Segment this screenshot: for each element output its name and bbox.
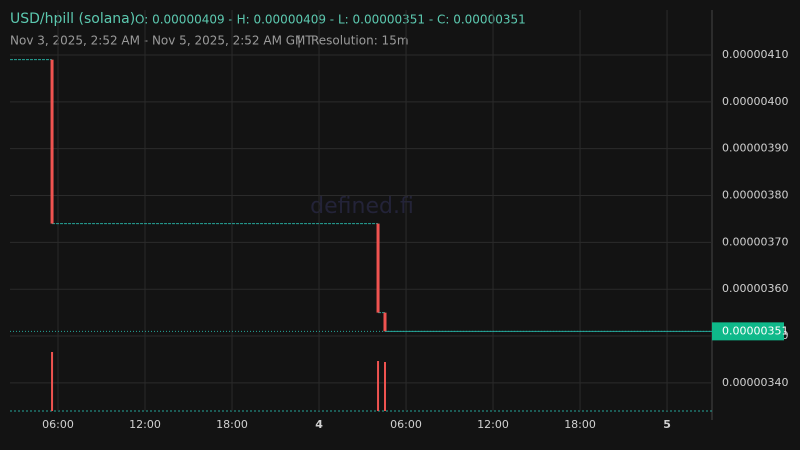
x-tick-label: 06:00 [42, 418, 74, 431]
x-tick-label: 4 [315, 418, 323, 431]
volume-bar [51, 352, 54, 411]
x-tick-label: 12:00 [129, 418, 161, 431]
last-price-badge [712, 322, 784, 341]
subtitle: Nov 3, 2025, 2:52 AM - Nov 5, 2025, 2:52… [10, 34, 313, 48]
y-tick-label: 0.00000340 [722, 376, 788, 389]
y-tick-label: 0.00000360 [722, 282, 788, 295]
candle-body [376, 223, 380, 313]
x-tick-label: 5 [663, 418, 671, 431]
chart-title: USD/hpill (solana) [10, 11, 135, 27]
y-tick-label: 0.00000390 [722, 142, 788, 155]
watermark: defined.fi [310, 194, 414, 219]
candle-body [50, 59, 54, 224]
x-tick-label: 18:00 [564, 418, 596, 431]
x-tick-label: 06:00 [390, 418, 422, 431]
y-tick-label: 0.00000400 [722, 95, 788, 108]
resolution: Resolution: 15m [311, 34, 409, 48]
separator: | [297, 34, 301, 48]
y-tick-label: 0.00000410 [722, 48, 788, 61]
candle-body [383, 312, 387, 332]
x-tick-label: 12:00 [477, 418, 509, 431]
x-tick-label: 18:00 [216, 418, 248, 431]
last-price-label: 0.00000351 [722, 324, 788, 337]
y-tick-label: 0.00000370 [722, 235, 788, 248]
ohlc: O: 0.00000409 - H: 0.00000409 - L: 0.000… [135, 13, 526, 27]
y-tick-label: 0.00000380 [722, 189, 788, 202]
volume-bar [377, 361, 380, 411]
volume-bar [383, 362, 386, 411]
